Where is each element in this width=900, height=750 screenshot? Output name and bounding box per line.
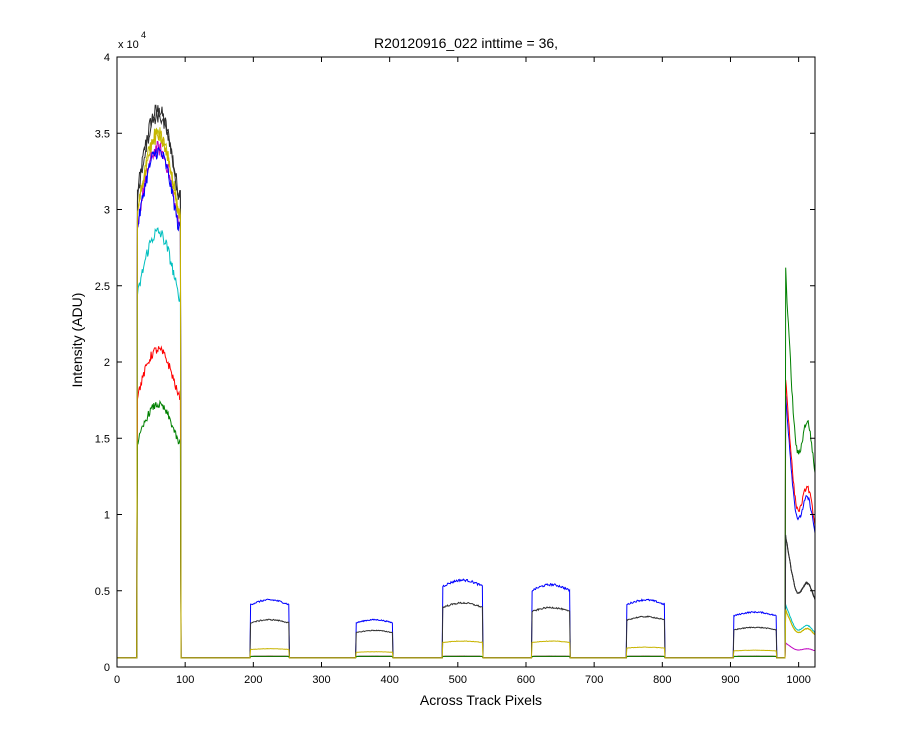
x-axis-label: Across Track Pixels (420, 692, 542, 708)
series-lines (117, 104, 815, 659)
y-axis-ticks: 0 0.5 1 1.5 2 2.5 3 3.5 4 (95, 52, 815, 674)
x-tick-label: 800 (653, 674, 671, 686)
chart-title: R20120916_022 inttime = 36, (374, 35, 558, 51)
y-tick-label: 3 (104, 205, 110, 217)
y-tick-label: 1.5 (95, 433, 110, 445)
x-tick-label: 600 (517, 674, 535, 686)
y-axis-label: Intensity (ADU) (69, 293, 85, 388)
x-tick-label: 0 (114, 674, 120, 686)
y-tick-label: 4 (104, 52, 110, 64)
y-tick-label: 0 (104, 662, 110, 674)
x-tick-label: 1000 (786, 674, 810, 686)
x-tick-label: 900 (721, 674, 739, 686)
y-tick-label: 1 (104, 510, 110, 522)
x-tick-label: 500 (449, 674, 467, 686)
series-line (117, 129, 815, 659)
x-tick-label: 300 (312, 674, 330, 686)
plot-area (117, 57, 815, 667)
y-tick-label: 3.5 (95, 128, 110, 140)
y-exponent-power: 4 (141, 30, 146, 40)
x-tick-label: 200 (244, 674, 262, 686)
y-tick-label: 2.5 (95, 281, 110, 293)
x-tick-label: 100 (176, 674, 194, 686)
y-tick-label: 0.5 (95, 586, 110, 598)
y-exponent-base: x 10 (118, 39, 139, 51)
x-tick-label: 700 (585, 674, 603, 686)
x-tick-label: 400 (380, 674, 398, 686)
y-tick-label: 2 (104, 357, 110, 369)
x-axis-ticks: 0 100 200 300 400 500 600 700 800 900 1000 (114, 57, 811, 686)
